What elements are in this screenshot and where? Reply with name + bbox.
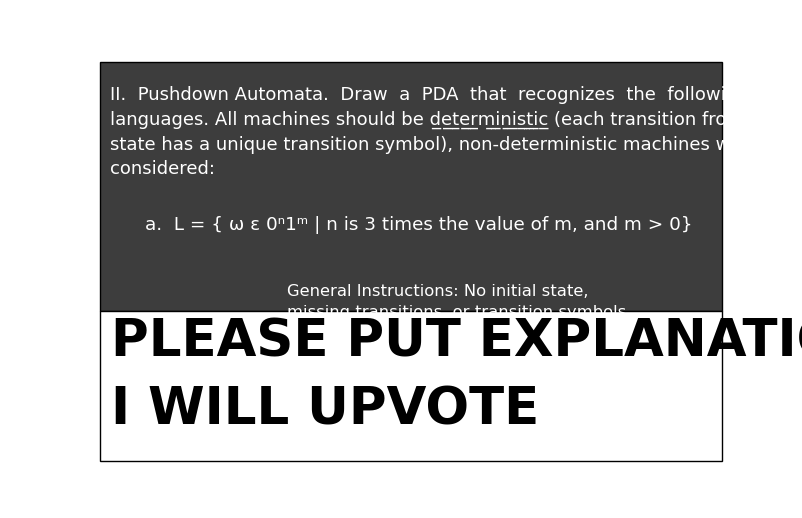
Text: I WILL UPVOTE: I WILL UPVOTE: [111, 385, 540, 435]
FancyBboxPatch shape: [100, 62, 722, 311]
Text: PLEASE PUT EXPLANATIONS: PLEASE PUT EXPLANATIONS: [111, 318, 802, 367]
FancyBboxPatch shape: [100, 311, 722, 461]
Text: General Instructions: No initial state,
missing transitions, or transition symbo: General Instructions: No initial state, …: [287, 283, 639, 363]
Text: languages. All machines should be d̲e̲t̲e̲r̲m̲i̲n̲i̲s̲t̲i̲c̲ (each transition fr: languages. All machines should be d̲e̲t̲…: [110, 111, 792, 129]
Text: considered:: considered:: [110, 160, 215, 178]
Text: state has a unique transition symbol), non-deterministic machines will not be: state has a unique transition symbol), n…: [110, 136, 802, 153]
Text: a.  L = { ω ε 0ⁿ1ᵐ | n is 3 times the value of m, and m > 0}: a. L = { ω ε 0ⁿ1ᵐ | n is 3 times the val…: [145, 215, 692, 234]
Text: II.  Pushdown Automata.  Draw  a  PDA  that  recognizes  the  following: II. Pushdown Automata. Draw a PDA that r…: [110, 86, 748, 104]
